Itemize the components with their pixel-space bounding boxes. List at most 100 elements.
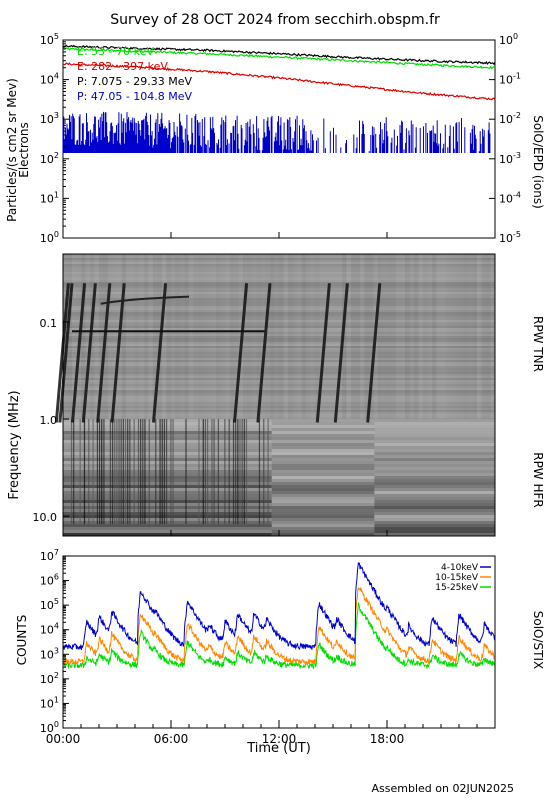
tnr-row <box>63 368 495 370</box>
hfr-band <box>374 533 495 537</box>
type-iii-burst <box>366 283 382 423</box>
tnr-row <box>63 412 495 414</box>
hfr-band <box>63 431 272 435</box>
tnr-column <box>256 254 261 420</box>
hfr-band <box>63 461 272 465</box>
hfr-band <box>374 521 495 525</box>
hfr-band <box>271 434 375 438</box>
hfr-band <box>271 500 375 504</box>
tnr-column <box>427 254 432 420</box>
tnr-column <box>400 254 405 420</box>
hfr-band <box>271 533 375 537</box>
hfr-band <box>374 494 495 498</box>
hfr-streak <box>70 419 73 524</box>
tnr-column <box>189 254 194 420</box>
hfr-band <box>63 494 272 498</box>
hfr-band <box>271 527 375 531</box>
tnr-row <box>63 322 495 324</box>
hfr-band <box>63 482 272 486</box>
hfr-band <box>63 515 272 519</box>
tnr-row <box>63 278 495 280</box>
hfr-streak <box>133 419 135 524</box>
tnr-row <box>63 362 495 364</box>
tnr-row <box>63 340 495 342</box>
hfr-streak <box>118 419 120 524</box>
hfr-band <box>63 425 272 429</box>
tnr-row <box>63 352 495 354</box>
epd-y2tick-label: 100 <box>499 32 518 47</box>
tnr-column <box>306 254 311 420</box>
hfr-band <box>374 473 495 477</box>
hfr-streak <box>204 419 207 524</box>
stix-ytick-label: 105 <box>40 597 59 612</box>
epd-ylabel: Particles/(s cm2 sr Mev) <box>5 78 19 222</box>
tnr-column <box>148 254 153 420</box>
tnr-row <box>63 366 495 368</box>
hfr-band <box>374 461 495 465</box>
hfr-band <box>271 419 375 423</box>
tnr-row <box>63 316 495 318</box>
hfr-band <box>271 422 375 426</box>
tnr-column <box>288 254 293 420</box>
hfr-band <box>374 449 495 453</box>
epd-ytick-label: 105 <box>40 32 59 47</box>
tnr-row <box>63 380 495 382</box>
x-tick-label: 00:00 <box>46 732 81 746</box>
tnr-column <box>477 254 482 420</box>
x-tick-label: 18:00 <box>370 732 405 746</box>
hfr-streak <box>92 419 94 524</box>
hfr-streak <box>217 419 219 524</box>
hfr-band <box>271 512 375 516</box>
tnr-row <box>63 310 495 312</box>
tnr-column <box>463 254 468 420</box>
hfr-band <box>63 443 272 447</box>
hfr-band <box>271 425 375 429</box>
tnr-row <box>63 358 495 360</box>
tnr-row <box>63 408 495 410</box>
tnr-column <box>369 254 374 420</box>
hfr-band <box>374 512 495 516</box>
tnr-row <box>63 416 495 418</box>
hfr-streak <box>109 419 111 524</box>
tnr-row <box>63 392 495 394</box>
tnr-row <box>63 302 495 304</box>
hfr-band <box>63 500 272 504</box>
tnr-column <box>486 254 491 420</box>
hfr-band <box>271 470 375 474</box>
hfr-streak <box>99 419 101 524</box>
hfr-streak <box>267 419 269 524</box>
hfr-band <box>271 479 375 483</box>
tnr-row <box>63 254 495 256</box>
type-iii-burst <box>152 283 168 423</box>
hfr-band <box>374 503 495 507</box>
hfr-band <box>271 473 375 477</box>
hfr-streak <box>79 419 81 524</box>
tnr-row <box>63 388 495 390</box>
tnr-column <box>418 254 423 420</box>
hfr-band <box>271 488 375 492</box>
stix-ytick-label: 107 <box>40 548 59 563</box>
hfr-streak <box>172 419 174 524</box>
tnr-row <box>63 398 495 400</box>
tnr-row <box>63 308 495 310</box>
tnr-column <box>315 254 320 420</box>
tnr-row <box>63 268 495 270</box>
hfr-streak <box>88 419 90 524</box>
hfr-band <box>374 530 495 534</box>
rpw-tnr-label: RPW TNR <box>531 316 545 372</box>
rpw-ytick-label: 0.1 <box>40 317 58 330</box>
type-iii-burst <box>54 283 70 423</box>
type-iii-burst <box>256 283 272 423</box>
hfr-band <box>271 440 375 444</box>
hfr-band <box>271 494 375 498</box>
tnr-row <box>63 354 495 356</box>
hfr-band <box>271 464 375 468</box>
tnr-row <box>63 402 495 404</box>
tnr-column <box>94 254 99 420</box>
hfr-band <box>374 428 495 432</box>
hfr-streak <box>232 419 235 524</box>
hfr-band <box>63 476 272 480</box>
tnr-column <box>364 254 369 420</box>
hfr-band <box>374 506 495 510</box>
hfr-band <box>374 425 495 429</box>
